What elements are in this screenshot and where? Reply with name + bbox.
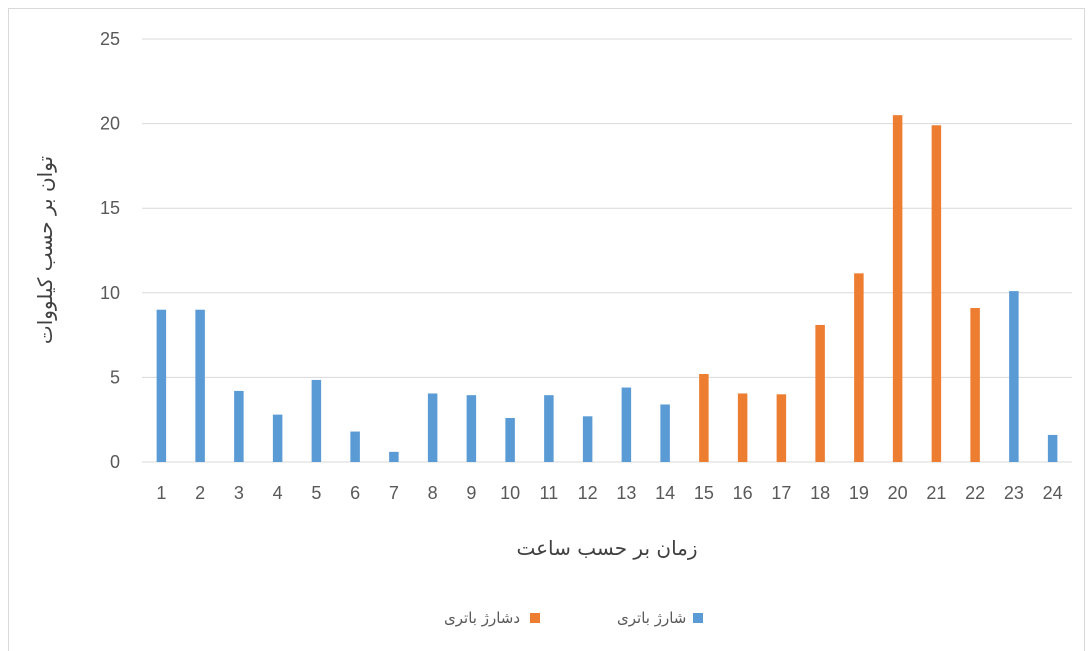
bar-discharge-19: [854, 273, 864, 462]
y-tick-label: 10: [100, 283, 120, 303]
x-tick-label: 23: [1004, 483, 1024, 503]
bar-charge-7: [389, 451, 399, 462]
bar-charge-1: [156, 309, 167, 462]
bar-discharge-18: [815, 324, 825, 462]
x-tick-label: 13: [616, 483, 636, 503]
bar-discharge-20: [892, 115, 903, 462]
x-tick-label: 4: [273, 483, 283, 503]
legend-swatch-discharge: [530, 613, 540, 623]
y-axis-ticks: 0 5 10 15 20 25: [100, 29, 120, 472]
bar-charge-4: [272, 414, 283, 462]
bars: [156, 115, 1058, 463]
x-tick-label: 17: [771, 483, 791, 503]
x-tick-label: 7: [389, 483, 399, 503]
bar-charge-3: [234, 390, 244, 462]
bar-charge-2: [195, 309, 205, 462]
bar-charge-14: [660, 404, 670, 462]
y-tick-label: 5: [110, 367, 120, 387]
bar-charge-9: [466, 395, 477, 462]
x-tick-label: 11: [540, 483, 559, 503]
bar-charge-8: [427, 393, 438, 462]
x-axis-ticks: 1 2 3 4 5 6 7 8 9 10 11 12 13 14 15 16 17 18 19 20 21 22 23 24: [156, 483, 1062, 503]
bar-discharge-17: [776, 394, 787, 462]
x-tick-label: 9: [466, 483, 476, 503]
bar-discharge-16: [737, 393, 748, 462]
bar-charge-13: [621, 387, 632, 462]
x-tick-label: 18: [810, 483, 830, 503]
bar-discharge-21: [931, 125, 942, 463]
y-tick-label: 0: [110, 452, 120, 472]
bar-charge-6: [350, 431, 360, 462]
x-tick-label: 16: [733, 483, 753, 503]
bar-charge-5: [311, 379, 322, 462]
x-tick-label: 6: [350, 483, 360, 503]
legend-swatch-charge: [693, 613, 703, 623]
bar-discharge-22: [970, 308, 980, 462]
x-tick-label: 24: [1043, 483, 1063, 503]
y-tick-label: 20: [100, 114, 120, 134]
x-tick-label: 2: [195, 483, 205, 503]
bar-charge-12: [582, 416, 593, 462]
bar-charge-10: [505, 418, 515, 462]
x-tick-label: 12: [578, 483, 598, 503]
y-axis-title: توان بر حسب کیلووات: [33, 156, 57, 344]
chart-frame: [8, 8, 1085, 651]
bar-discharge-15: [699, 374, 709, 462]
x-tick-label: 19: [849, 483, 869, 503]
bar-charge-11: [544, 395, 554, 462]
legend-label-discharge: دشارژ باتری: [444, 609, 520, 627]
x-tick-label: 5: [311, 483, 321, 503]
legend-label-charge: شارژ باتری: [617, 609, 686, 627]
x-tick-label: 8: [428, 483, 438, 503]
y-tick-label: 15: [100, 198, 120, 218]
x-tick-label: 10: [500, 483, 520, 503]
x-tick-label: 15: [694, 483, 714, 503]
x-tick-label: 14: [655, 483, 675, 503]
bar-charge-24: [1047, 434, 1058, 462]
x-axis-title: زمان بر حسب ساعت: [516, 536, 697, 560]
x-tick-label: 20: [888, 483, 908, 503]
x-tick-label: 21: [926, 483, 946, 503]
x-tick-label: 3: [234, 483, 244, 503]
gridlines: [142, 38, 1072, 463]
bar-charge-23: [1009, 291, 1019, 462]
legend: شارژ باتری دشارژ باتری: [444, 609, 703, 627]
x-tick-label: 22: [965, 483, 985, 503]
y-tick-label: 25: [100, 29, 120, 49]
x-tick-label: 1: [156, 483, 166, 503]
